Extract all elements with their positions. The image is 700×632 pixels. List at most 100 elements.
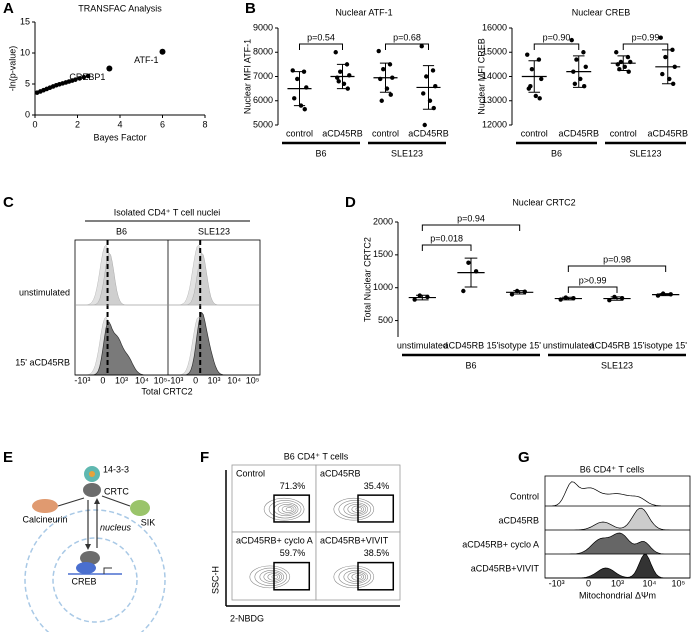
cell-label: aCD45RB [320, 468, 361, 478]
x-axis-label: Bayes Factor [93, 132, 146, 142]
point [539, 76, 544, 82]
comparison-label: p=0.018 [430, 233, 463, 243]
panel-title: B6 CD4⁺ T cells [580, 464, 645, 474]
y-tick-label: 500 [378, 315, 393, 325]
y-tick-label: 2000 [373, 216, 393, 226]
point [77, 76, 82, 81]
comparison-label: p=0.68 [393, 32, 421, 42]
x-tick-label: -10³ [167, 375, 183, 385]
point [525, 52, 530, 57]
error-bar [562, 296, 575, 301]
contour [254, 567, 288, 586]
point-label: ATF-1 [134, 55, 158, 65]
x-tick-label: 10⁴ [642, 578, 656, 588]
protein-sik [130, 500, 150, 516]
point [302, 107, 307, 112]
point [292, 96, 297, 101]
diagram-label: 14-3-3 [103, 464, 129, 474]
column-label: B6 [116, 226, 127, 236]
diagram-label: CRTC [104, 486, 129, 496]
comparison-bracket [533, 43, 580, 50]
point [466, 260, 471, 265]
gate-percent: 59.7% [280, 548, 306, 558]
error-bar [336, 63, 349, 90]
error-bar [659, 293, 672, 297]
gate-percent: 71.3% [280, 481, 306, 491]
error-bar [422, 65, 435, 110]
comparison-label: p=0.99 [632, 32, 660, 42]
gate [357, 561, 395, 591]
point [379, 98, 384, 103]
error-bar [379, 62, 392, 93]
contour [259, 569, 285, 584]
y-tick-label: 1000 [373, 282, 393, 292]
protein-calcineurin [32, 499, 58, 513]
error-bar [464, 257, 478, 288]
group-label: SLE123 [601, 360, 633, 370]
histogram [545, 507, 690, 531]
x-tick-label: isotype 15' [498, 340, 541, 350]
point [574, 57, 579, 62]
y-axis-label: Total Nuclear CRTC2 [362, 237, 372, 322]
gate-percent: 38.5% [364, 548, 390, 558]
point [572, 81, 578, 86]
point [338, 69, 343, 74]
point [430, 68, 436, 73]
y-tick-label: 5000 [253, 119, 273, 129]
contour [343, 502, 369, 517]
plot-frame [544, 475, 691, 579]
nuclear-membrane [52, 537, 138, 623]
diagram-label: SIK [141, 517, 156, 527]
x-tick-label: 0 [32, 119, 37, 129]
contour [285, 507, 293, 512]
x-tick-label: 10³ [611, 578, 624, 588]
y-tick-label: 6000 [253, 95, 273, 105]
contour [338, 567, 372, 586]
point [529, 67, 535, 72]
point [660, 71, 665, 77]
point [419, 43, 424, 49]
point [658, 35, 663, 40]
x-tick-label: aCD45RB [558, 128, 599, 138]
comparison-bracket [299, 43, 343, 50]
chart-title: TRANSFAC Analysis [78, 3, 162, 13]
point [581, 50, 586, 55]
comparison-label: p=0.98 [603, 254, 631, 264]
point [509, 292, 515, 297]
x-tick-label: 0 [100, 375, 105, 385]
comparison-label: p>0.99 [579, 275, 607, 285]
diagram-label: Calcineurin [22, 514, 67, 524]
x-tick-label: aCD45RB 15' [444, 340, 499, 350]
error-bar [572, 55, 585, 88]
x-tick-label: 0 [193, 375, 198, 385]
point [663, 54, 668, 60]
row-label: 15' aCD45RB [15, 357, 70, 367]
arrow [57, 497, 85, 507]
x-axis-label: Mitochondrial ΔΨm [579, 590, 656, 600]
group-label: B6 [551, 148, 562, 158]
comparison-bracket [385, 43, 429, 50]
protein-crtc [83, 483, 101, 497]
row-label: aCD45RB [498, 515, 539, 525]
point [73, 77, 78, 82]
signaling-diagram: 14-3-3 CRTC Calcineurin SIK nucleus CREB [22, 464, 166, 632]
y-tick-label: 15000 [482, 47, 507, 57]
transcription-start [103, 567, 112, 574]
point [421, 91, 426, 96]
x-tick-label: isotype 15' [644, 340, 687, 350]
point-label: CREBP1 [69, 72, 105, 82]
row-label: unstimulated [19, 287, 70, 297]
y-tick-label: 0 [25, 109, 30, 119]
x-tick-label: control [286, 128, 313, 138]
contour [338, 500, 372, 519]
plot-frame [74, 239, 261, 376]
panel-title: Isolated CD4⁺ T cell nuclei [114, 207, 220, 217]
y-tick-label: 7000 [253, 71, 273, 81]
point [461, 288, 466, 294]
gate [273, 561, 311, 591]
contour [343, 569, 369, 584]
point [522, 289, 527, 294]
panel-letter: B [245, 0, 256, 17]
contour [347, 571, 367, 583]
y-axis-label: SSC-H [210, 566, 220, 594]
